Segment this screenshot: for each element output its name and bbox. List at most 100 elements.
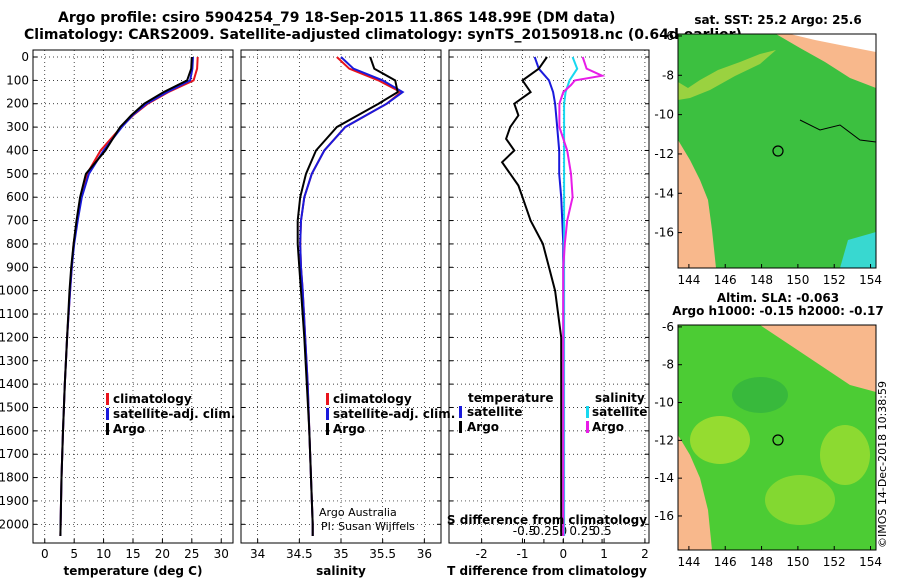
map-lon-label: 148 xyxy=(750,273,773,287)
temperature-legend: climatology satellite-adj. clim. Argo xyxy=(106,392,235,436)
legend-t-argo: Argo xyxy=(467,420,499,434)
depth-tick-label: 1900 xyxy=(0,494,29,508)
series-t-argo xyxy=(500,56,563,536)
legend-satellite: satellite-adj. clim. xyxy=(113,407,235,421)
map-lon-label: 152 xyxy=(823,555,846,569)
legend-s-argo-swatch xyxy=(586,421,589,433)
map-lon-label: 148 xyxy=(750,555,773,569)
series-climatology xyxy=(299,56,403,536)
legend-satellite-swatch xyxy=(106,408,109,420)
legend-s-satellite: satellite xyxy=(592,405,647,419)
x-tick-label: 5 xyxy=(70,547,78,561)
depth-tick-label: 1100 xyxy=(0,307,29,321)
x-tick-label: 30 xyxy=(214,547,229,561)
title-line-1: Argo profile: csiro 5904254_79 18-Sep-20… xyxy=(58,10,616,26)
map-lon-label: 154 xyxy=(859,273,882,287)
x-tick-label: 15 xyxy=(125,547,140,561)
sst-map-land-north xyxy=(678,34,876,88)
map-lat-label: -6 xyxy=(662,29,674,43)
depth-tick-label: 800 xyxy=(6,237,29,251)
map-lon-label: 152 xyxy=(823,273,846,287)
depth-tick-label: 500 xyxy=(6,167,29,181)
salinity-axis-label: salinity xyxy=(316,564,366,578)
s-tick-label: 0.5 xyxy=(593,524,612,538)
map-lon-label: 146 xyxy=(714,555,737,569)
map-lon-label: 150 xyxy=(786,273,809,287)
map-lon-label: 150 xyxy=(786,555,809,569)
legend-argo-swatch xyxy=(326,423,329,435)
depth-tick-label: 600 xyxy=(6,190,29,204)
salinity-legend: climatology satellite-adj. clim. Argo Ar… xyxy=(319,392,455,533)
map-lat-label: -10 xyxy=(654,108,674,122)
depth-tick-label: 200 xyxy=(6,97,29,111)
depth-tick-label: 1700 xyxy=(0,447,29,461)
x-tick-label: 35.5 xyxy=(369,547,396,561)
map-lat-label: -16 xyxy=(654,509,674,523)
x-tick-label: 34.5 xyxy=(286,547,313,561)
depth-tick-label: 1600 xyxy=(0,424,29,438)
legend-climatology: climatology xyxy=(333,392,412,406)
legend-t-satellite-swatch xyxy=(459,406,462,418)
x-tick-label: 20 xyxy=(155,547,170,561)
x-tick-label: 36 xyxy=(417,547,432,561)
legend-climatology: climatology xyxy=(113,392,192,406)
series-argo xyxy=(296,56,399,536)
x-tick-label: 0 xyxy=(559,547,567,561)
series-s-argo xyxy=(558,56,606,536)
x-tick-label: 35 xyxy=(333,547,348,561)
difference-panel-frame xyxy=(448,49,650,544)
map-lon-label: 154 xyxy=(859,555,882,569)
legend-climatology-swatch xyxy=(326,393,329,405)
sla-map-high-anomaly xyxy=(690,416,750,464)
x-tick-label: 1 xyxy=(600,547,608,561)
series-satellite-adj-clim- xyxy=(299,56,405,536)
depth-tick-label: 100 xyxy=(6,73,29,87)
temperature-panel-frame xyxy=(32,49,234,544)
series-s-satellite xyxy=(563,56,579,536)
legend-argo-swatch xyxy=(106,423,109,435)
sst-map: sat. SST: 25.2 Argo: 25.6 144 146 148 150 15… xyxy=(654,13,882,287)
map-lat-label: -16 xyxy=(654,226,674,240)
s-difference-axis-label: S difference from climatology xyxy=(447,513,647,527)
depth-tick-label: 0 xyxy=(21,50,29,64)
sla-map-frame xyxy=(677,324,877,551)
map-lat-label: -14 xyxy=(654,471,674,485)
depth-tick-label: 1200 xyxy=(0,330,29,344)
sla-map-low-anomaly xyxy=(732,377,788,413)
legend-s-satellite-swatch xyxy=(586,406,589,418)
sst-map-coastline xyxy=(799,119,877,143)
legend-temperature-heading: temperature xyxy=(468,391,553,405)
series-argo xyxy=(59,56,193,537)
sla-map-title: Altim. SLA: -0.063 xyxy=(717,291,839,305)
depth-tick-label: 700 xyxy=(6,214,29,228)
series-satellite-adj-clim- xyxy=(59,56,194,537)
map-lat-label: -8 xyxy=(662,358,674,372)
legend-argo: Argo xyxy=(333,422,365,436)
depth-tick-label: 1000 xyxy=(0,284,29,298)
depth-tick-label: 1800 xyxy=(0,471,29,485)
map-lon-label: 144 xyxy=(677,273,700,287)
legend-salinity-heading: salinity xyxy=(595,391,645,405)
s-tick-label: 0.25 xyxy=(569,524,596,538)
sst-map-cool-patch xyxy=(840,232,876,268)
map-lon-label: 146 xyxy=(714,273,737,287)
temperature-axis-label: temperature (deg C) xyxy=(64,564,203,578)
sla-map-high-anomaly-east xyxy=(820,425,870,485)
legend-satellite: satellite-adj. clim. xyxy=(333,407,455,421)
map-lon-label: 144 xyxy=(677,555,700,569)
map-lat-label: -14 xyxy=(654,186,674,200)
annotation-argo-australia: Argo Australia xyxy=(319,506,397,519)
imos-credit: ©IMOS 14-Dec-2018 10:38:59 xyxy=(876,381,889,548)
series-climatology xyxy=(59,56,199,537)
map-lat-label: -12 xyxy=(654,147,674,161)
sla-map: Altim. SLA: -0.063 Argo h1000: -0.15 h20… xyxy=(654,291,883,569)
legend-satellite-swatch xyxy=(326,408,329,420)
map-lat-label: -8 xyxy=(662,68,674,82)
depth-tick-label: 1500 xyxy=(0,400,29,414)
x-tick-label: 10 xyxy=(96,547,111,561)
x-tick-label: -2 xyxy=(476,547,488,561)
legend-argo: Argo xyxy=(113,422,145,436)
t-difference-axis-label: T difference from climatology xyxy=(447,564,647,578)
map-lat-label: -6 xyxy=(662,320,674,334)
